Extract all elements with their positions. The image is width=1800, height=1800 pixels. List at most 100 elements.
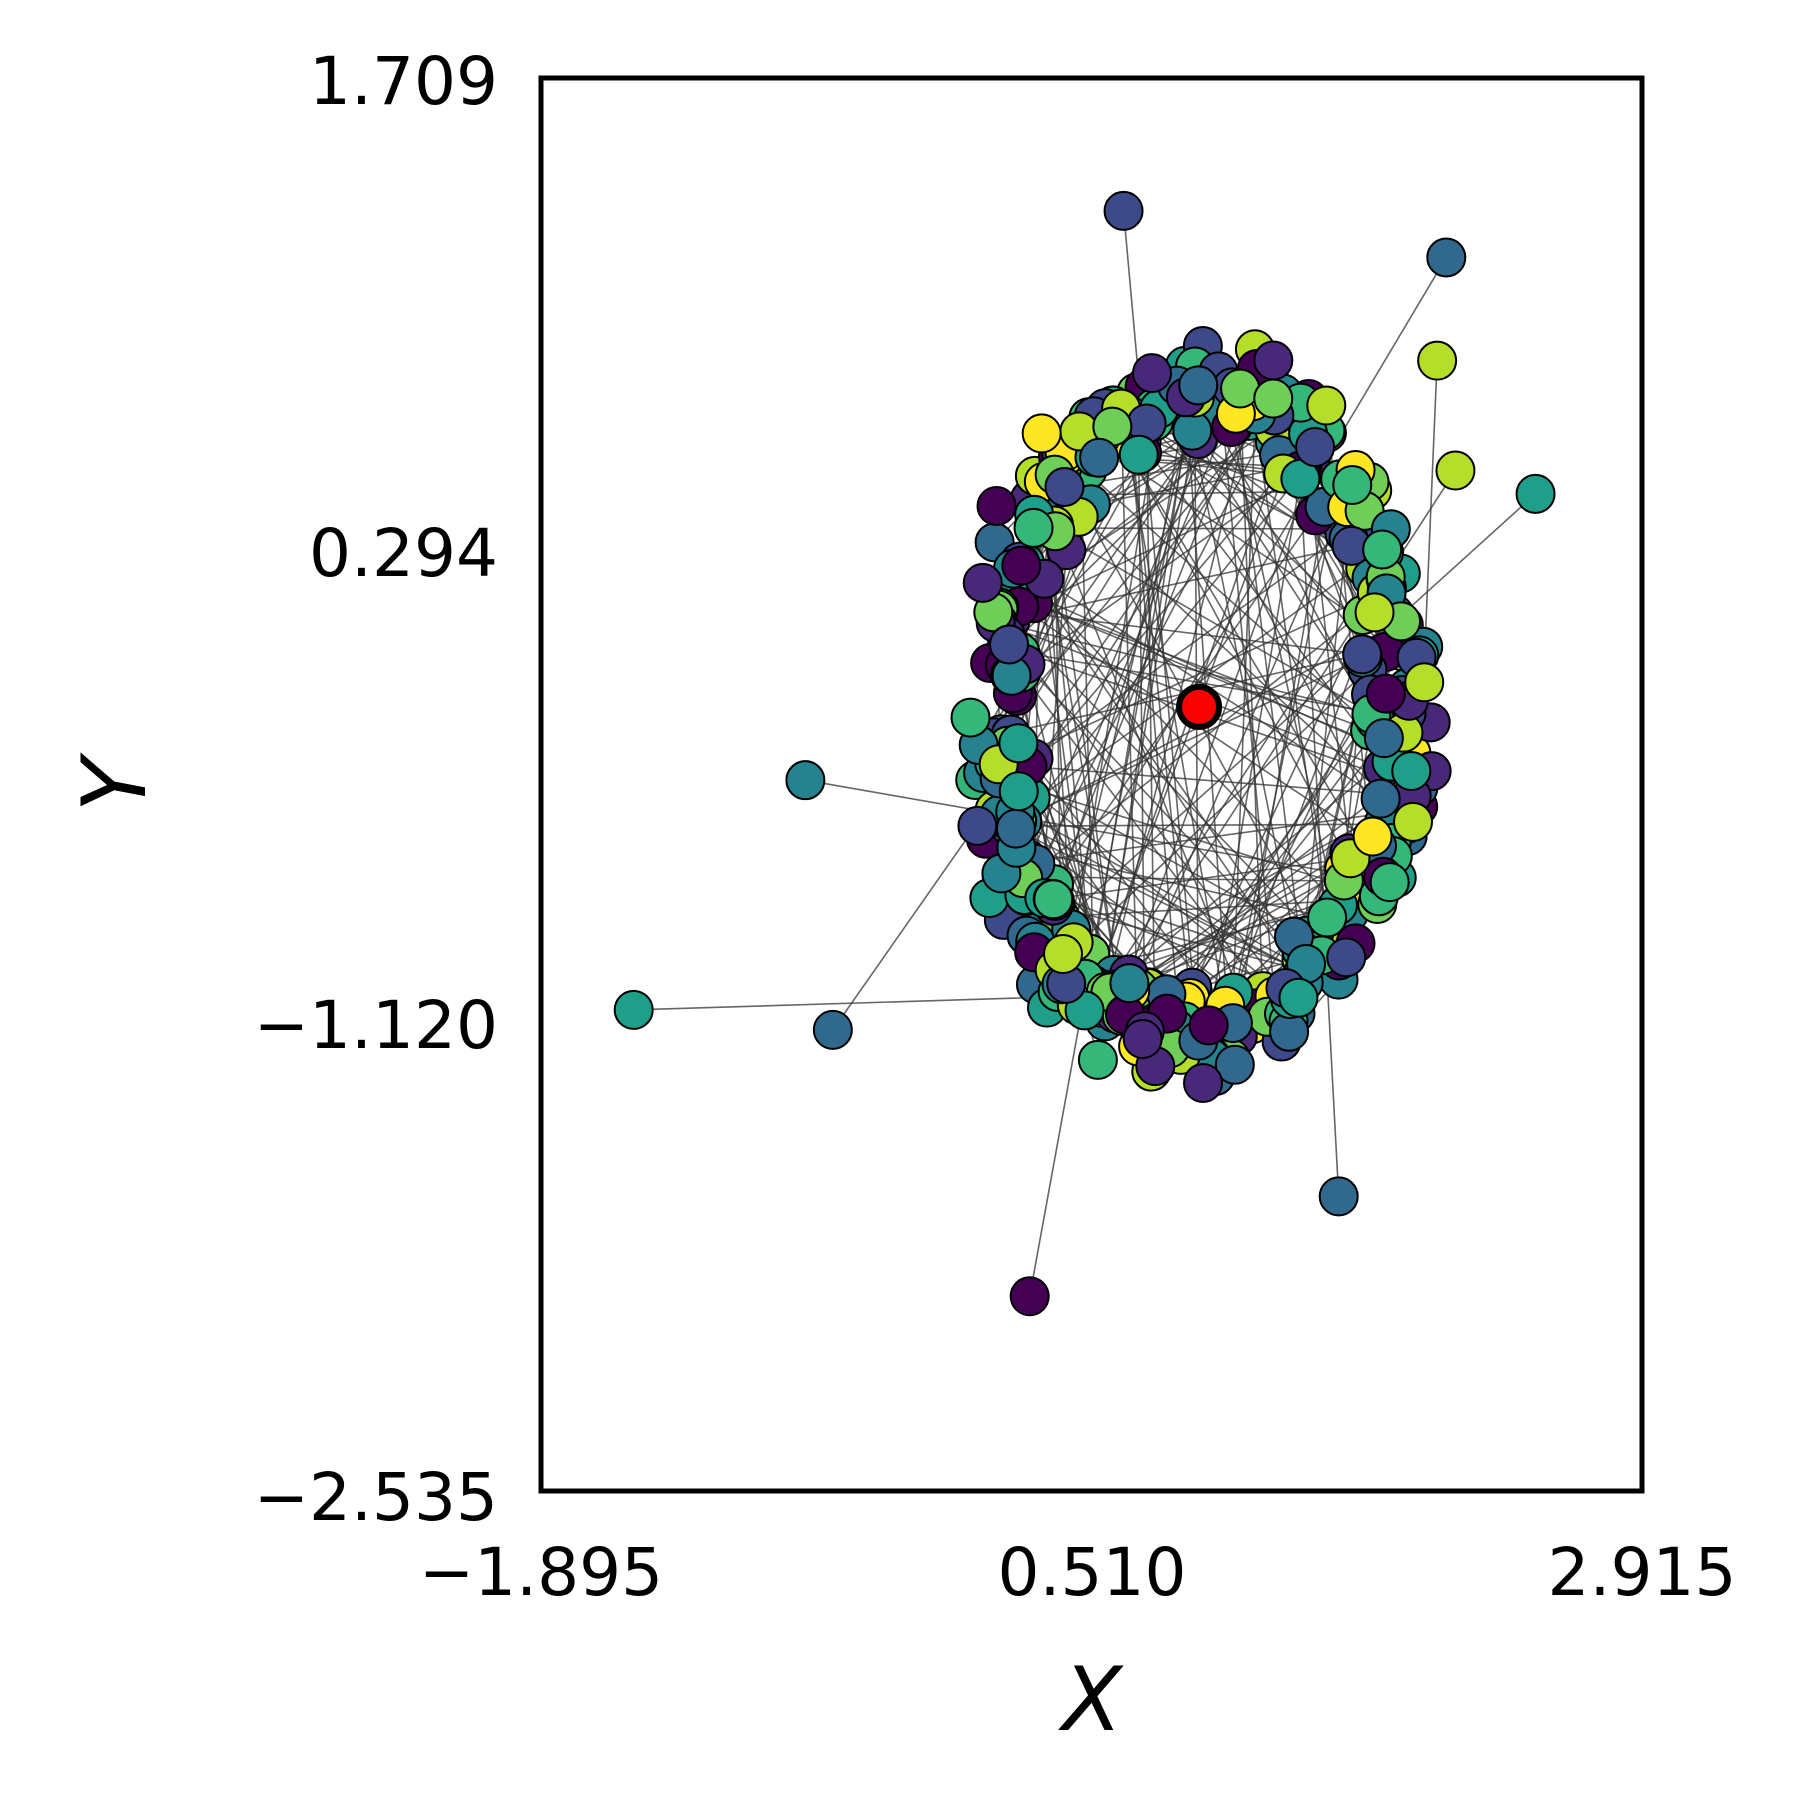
graph-edge bbox=[1036, 493, 1537, 946]
x-tick-label: 0.510 bbox=[998, 1534, 1187, 1611]
graph-node bbox=[962, 562, 1003, 603]
graph-node bbox=[1021, 413, 1062, 454]
graph-node bbox=[1013, 507, 1054, 548]
graph-node bbox=[1435, 450, 1476, 491]
graph-node bbox=[1354, 592, 1395, 633]
graph-edge bbox=[1118, 435, 1385, 882]
graph-node bbox=[998, 771, 1039, 812]
graph-node bbox=[1369, 862, 1410, 903]
graph-node bbox=[1178, 365, 1219, 406]
graph-node bbox=[998, 723, 1039, 764]
graph-node bbox=[1332, 464, 1373, 505]
graph-node bbox=[1188, 1005, 1229, 1046]
graph-node bbox=[957, 805, 998, 846]
graph-node bbox=[1362, 529, 1403, 570]
graph-edge bbox=[1062, 385, 1200, 955]
graph-node bbox=[1103, 190, 1144, 231]
graph-edge bbox=[1054, 530, 1372, 715]
graph-edge bbox=[1025, 388, 1241, 908]
graph-node bbox=[1033, 879, 1074, 920]
y-tick-label: −1.120 bbox=[254, 987, 498, 1064]
graph-edge bbox=[982, 591, 1378, 774]
x-axis-label: X bbox=[1058, 1648, 1124, 1751]
graph-node bbox=[1122, 1019, 1163, 1060]
graph-edge bbox=[1145, 423, 1157, 1067]
graph-edge bbox=[1122, 210, 1200, 1041]
graph-node bbox=[1515, 473, 1556, 514]
graph-node bbox=[1352, 816, 1393, 857]
graph-node bbox=[1295, 426, 1336, 467]
graph-edge bbox=[1035, 257, 1447, 946]
graph-node bbox=[1183, 1062, 1224, 1103]
graph-edge bbox=[998, 606, 1340, 962]
y-axis-label: Y bbox=[63, 752, 166, 812]
graph-node bbox=[1079, 437, 1120, 478]
graph-node bbox=[1214, 1044, 1255, 1085]
y-tick-label: 1.709 bbox=[309, 43, 498, 120]
graph-node bbox=[1278, 977, 1319, 1018]
graph-edge bbox=[1028, 579, 1339, 906]
graph-node bbox=[1109, 963, 1150, 1004]
graph-node bbox=[1118, 434, 1159, 475]
x-tick-label: −1.895 bbox=[419, 1534, 663, 1611]
graph-edge bbox=[1032, 602, 1399, 755]
graph-node bbox=[785, 760, 826, 801]
graph-edge bbox=[1033, 532, 1345, 760]
graph-edge bbox=[805, 779, 1390, 883]
graph-node bbox=[995, 808, 1036, 849]
graph-edge bbox=[1191, 430, 1295, 937]
graph-node bbox=[1001, 545, 1042, 586]
graph-node bbox=[1326, 937, 1367, 978]
graph-node bbox=[1393, 801, 1434, 842]
graph-node bbox=[1342, 634, 1383, 675]
graph-node bbox=[1043, 933, 1084, 974]
graph-edge bbox=[1054, 392, 1215, 907]
plot-frame bbox=[538, 75, 1645, 1494]
graph-edge bbox=[1166, 737, 1385, 1015]
graph-node bbox=[1044, 466, 1085, 507]
graph-edge bbox=[998, 763, 1412, 797]
graph-edge bbox=[1299, 478, 1340, 1197]
graph-node bbox=[1417, 340, 1458, 381]
graph-node bbox=[1391, 751, 1432, 792]
y-tick-label: 0.294 bbox=[309, 515, 498, 592]
graph-edge bbox=[1016, 657, 1364, 822]
graph-node bbox=[613, 989, 654, 1030]
graph-node bbox=[1306, 385, 1347, 426]
x-tick-label: 2.915 bbox=[1548, 1534, 1737, 1611]
graph-node bbox=[812, 1009, 853, 1050]
graph-node bbox=[1253, 378, 1294, 419]
graph-node bbox=[976, 486, 1017, 527]
graph-edge bbox=[998, 608, 1363, 656]
graph-node bbox=[950, 697, 991, 738]
graph-node bbox=[1363, 718, 1404, 759]
graph-node bbox=[1253, 340, 1294, 381]
graph-node bbox=[989, 624, 1030, 665]
graph-edge bbox=[1028, 345, 1204, 1297]
graph-edge bbox=[999, 624, 1288, 996]
graph-edge bbox=[1021, 461, 1312, 823]
graph-edge bbox=[1097, 430, 1327, 1061]
node-layer bbox=[613, 190, 1556, 1317]
graph-node bbox=[1009, 1276, 1050, 1317]
graph-node bbox=[1077, 1039, 1118, 1080]
graph-edge bbox=[832, 405, 1271, 1031]
graph-edge bbox=[1088, 454, 1280, 1006]
graph-edge bbox=[1020, 564, 1382, 800]
graph-node bbox=[1360, 778, 1401, 819]
graph-node bbox=[1318, 1176, 1359, 1217]
graph-edge bbox=[1128, 415, 1192, 999]
graph-node bbox=[1404, 662, 1445, 703]
graph-node bbox=[1220, 368, 1261, 409]
graph-node bbox=[1131, 353, 1172, 394]
graph-edge bbox=[1009, 825, 1304, 974]
graph-node bbox=[1307, 897, 1348, 938]
graph-edge bbox=[1229, 506, 1326, 1059]
graph-node bbox=[1365, 673, 1406, 714]
y-tick-label: −2.535 bbox=[254, 1459, 498, 1536]
graph-node bbox=[1426, 237, 1467, 278]
graph-edge bbox=[1016, 820, 1304, 974]
graph-edge bbox=[1120, 408, 1139, 1026]
